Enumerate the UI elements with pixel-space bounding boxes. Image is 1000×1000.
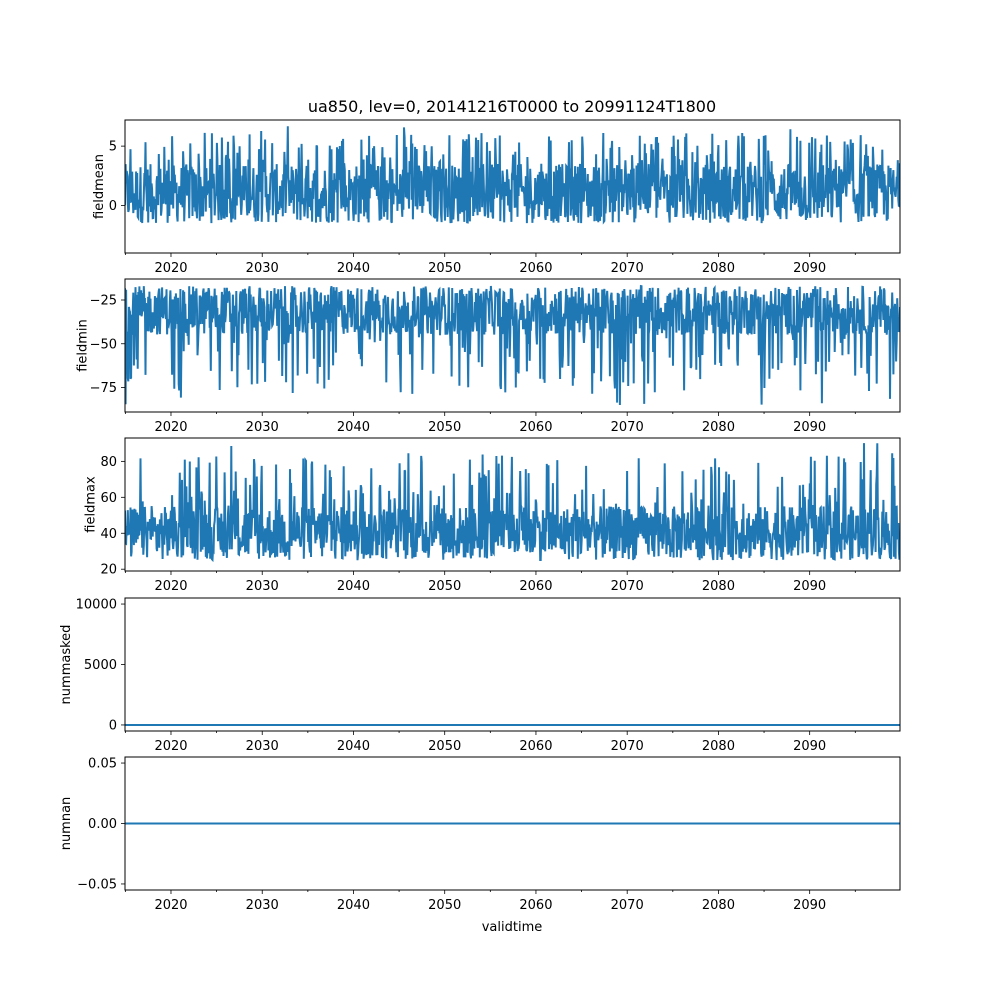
axes-frame-fieldmax (124, 437, 901, 572)
y-tick-label: 5000 (84, 658, 117, 673)
x-tick-label: 2080 (702, 420, 735, 435)
y-axis-label-nummasked: nummasked (59, 625, 74, 705)
x-tick-label: 2040 (337, 579, 370, 594)
x-axis-label: validtime (482, 920, 543, 935)
x-tick-label: 2070 (611, 898, 644, 913)
y-tick-label: 0.00 (88, 817, 117, 832)
x-tick-label: 2030 (246, 420, 279, 435)
x-tick-label: 2060 (519, 898, 552, 913)
y-tick-label: 60 (100, 491, 117, 506)
x-tick-label: 2090 (793, 898, 826, 913)
x-tick-label: 2070 (611, 579, 644, 594)
y-tick-label: −75 (90, 381, 117, 396)
axes-frame-fieldmean (124, 119, 901, 254)
x-tick-label: 2020 (154, 579, 187, 594)
x-tick-label: 2040 (337, 261, 370, 276)
series-line-fieldmean (125, 126, 900, 225)
x-tick-label: 2020 (154, 739, 187, 754)
y-axis-label-fieldmax: fieldmax (84, 476, 99, 533)
x-tick-label: 2030 (246, 261, 279, 276)
y-axis-label-fieldmin: fieldmin (75, 319, 90, 372)
x-tick-label: 2020 (154, 898, 187, 913)
x-tick-label: 2060 (519, 739, 552, 754)
series-line-fieldmax (125, 443, 900, 563)
subplot-fieldmean: 2020 2030 2040 2050 2060 2070 2080 2090 0 5fieldm… (92, 119, 901, 276)
y-axis-label-numnan: numnan (59, 797, 74, 851)
chart-title: ua850, lev=0, 20141216T0000 to 20991124T… (308, 97, 716, 116)
x-tick-label: 2090 (793, 579, 826, 594)
x-tick-label: 2070 (611, 739, 644, 754)
y-axis-label-fieldmean: fieldmean (92, 154, 107, 219)
subplot-stack: 2020 2030 2040 2050 2060 2070 2080 209005fieldm… (59, 119, 901, 913)
x-tick-label: 2020 (154, 420, 187, 435)
x-tick-label: 2080 (702, 579, 735, 594)
y-tick-label: 0 (109, 199, 117, 214)
y-tick-label: 10000 (76, 598, 117, 613)
axes-frame-fieldmin (124, 278, 901, 413)
x-tick-label: 2080 (702, 739, 735, 754)
x-tick-label: 2060 (519, 261, 552, 276)
x-tick-label: 2020 (154, 261, 187, 276)
x-tick-label: 2050 (428, 739, 461, 754)
y-tick-label: 80 (100, 455, 117, 470)
x-tick-label: 2040 (337, 898, 370, 913)
x-tick-label: 2070 (611, 261, 644, 276)
y-tick-label: −25 (90, 294, 117, 309)
subplot-nummasked: 2020 2030 2040 2050 2060 2070 2080 2090 0 5000 100… (59, 597, 901, 754)
x-tick-label: 2030 (246, 739, 279, 754)
x-tick-label: 2050 (428, 579, 461, 594)
x-tick-label: 2070 (611, 420, 644, 435)
y-tick-label: 5 (109, 140, 117, 155)
series-line-fieldmin (125, 284, 900, 406)
x-tick-label: 2050 (428, 261, 461, 276)
x-tick-label: 2090 (793, 739, 826, 754)
y-tick-label: 0 (109, 718, 117, 733)
x-tick-label: 2030 (246, 898, 279, 913)
y-tick-label: −0.05 (77, 877, 117, 892)
y-tick-label: −50 (90, 337, 117, 352)
x-tick-label: 2050 (428, 898, 461, 913)
x-tick-label: 2050 (428, 420, 461, 435)
x-tick-label: 2090 (793, 261, 826, 276)
x-tick-label: 2080 (702, 261, 735, 276)
x-tick-label: 2060 (519, 420, 552, 435)
y-tick-label: 20 (100, 563, 117, 578)
y-tick-label: 40 (100, 527, 117, 542)
x-tick-label: 2080 (702, 898, 735, 913)
x-tick-label: 2030 (246, 579, 279, 594)
subplot-fieldmax: 2020 2030 2040 2050 2060 2070 2080 209020406080… (84, 437, 901, 594)
x-tick-label: 2060 (519, 579, 552, 594)
x-tick-label: 2040 (337, 420, 370, 435)
y-tick-label: 0.05 (88, 757, 117, 772)
subplot-numnan: 2020 2030 2040 2050 2060 2070 2080 2090 −0.05 0.0… (59, 756, 901, 913)
subplot-fieldmin: 2020 2030 2040 2050 2060 2070 2080 2090 −75 −50 −2… (75, 278, 901, 435)
x-tick-label: 2090 (793, 420, 826, 435)
x-tick-label: 2040 (337, 739, 370, 754)
